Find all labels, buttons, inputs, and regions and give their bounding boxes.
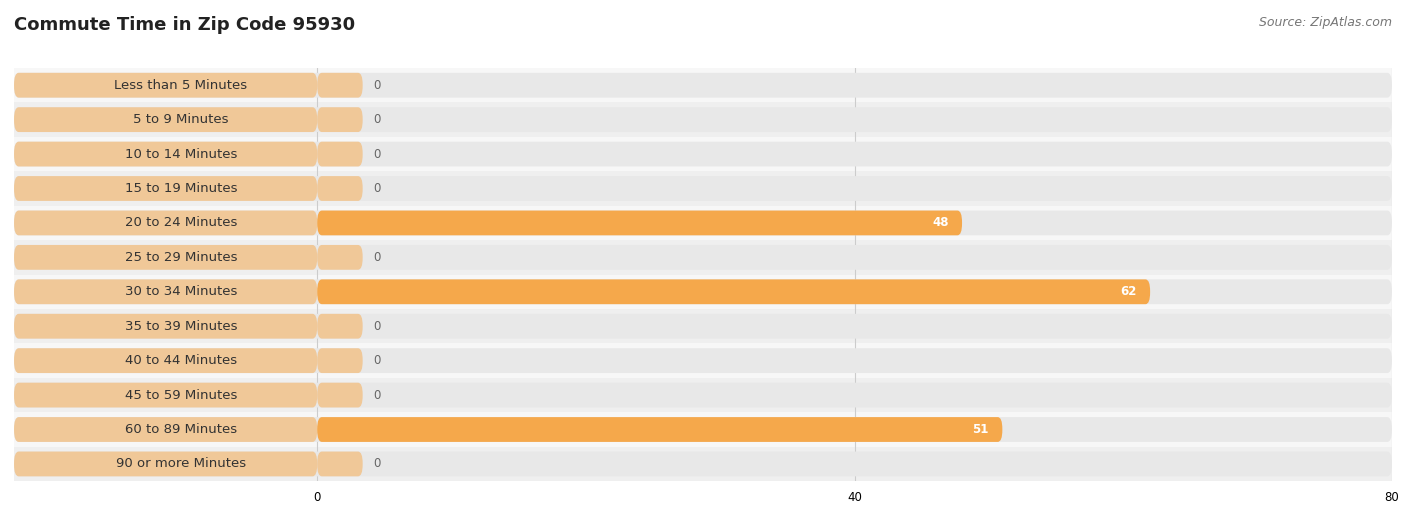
Bar: [14, 206, 1392, 240]
FancyBboxPatch shape: [14, 176, 318, 201]
FancyBboxPatch shape: [14, 451, 1392, 476]
Bar: [14, 137, 1392, 172]
Bar: [14, 344, 1392, 378]
Text: 35 to 39 Minutes: 35 to 39 Minutes: [125, 320, 238, 333]
Text: 0: 0: [374, 320, 381, 333]
Bar: [14, 240, 1392, 275]
Text: 0: 0: [374, 78, 381, 92]
FancyBboxPatch shape: [14, 142, 318, 166]
FancyBboxPatch shape: [318, 73, 363, 98]
Text: 40 to 44 Minutes: 40 to 44 Minutes: [125, 354, 236, 367]
Bar: [14, 412, 1392, 447]
Text: 20 to 24 Minutes: 20 to 24 Minutes: [125, 217, 238, 230]
FancyBboxPatch shape: [318, 211, 962, 235]
Text: 5 to 9 Minutes: 5 to 9 Minutes: [134, 113, 229, 126]
Bar: [14, 103, 1392, 137]
FancyBboxPatch shape: [14, 211, 318, 235]
FancyBboxPatch shape: [14, 107, 318, 132]
FancyBboxPatch shape: [318, 314, 363, 338]
FancyBboxPatch shape: [14, 211, 1392, 235]
FancyBboxPatch shape: [14, 314, 318, 338]
Text: 15 to 19 Minutes: 15 to 19 Minutes: [125, 182, 238, 195]
FancyBboxPatch shape: [14, 245, 1392, 270]
Text: 0: 0: [374, 354, 381, 367]
FancyBboxPatch shape: [318, 451, 363, 476]
Text: 10 to 14 Minutes: 10 to 14 Minutes: [125, 147, 238, 161]
Text: 90 or more Minutes: 90 or more Minutes: [115, 458, 246, 471]
Bar: [14, 309, 1392, 344]
FancyBboxPatch shape: [14, 176, 1392, 201]
Text: 0: 0: [374, 458, 381, 471]
Text: 0: 0: [374, 182, 381, 195]
FancyBboxPatch shape: [318, 142, 363, 166]
Text: 25 to 29 Minutes: 25 to 29 Minutes: [125, 251, 238, 264]
FancyBboxPatch shape: [14, 107, 1392, 132]
Text: 45 to 59 Minutes: 45 to 59 Minutes: [125, 389, 238, 402]
FancyBboxPatch shape: [318, 383, 363, 407]
Text: 0: 0: [374, 113, 381, 126]
FancyBboxPatch shape: [14, 348, 1392, 373]
FancyBboxPatch shape: [14, 279, 318, 304]
FancyBboxPatch shape: [318, 279, 1150, 304]
FancyBboxPatch shape: [14, 73, 318, 98]
Text: 0: 0: [374, 389, 381, 402]
FancyBboxPatch shape: [14, 383, 1392, 407]
Bar: [14, 275, 1392, 309]
Text: Less than 5 Minutes: Less than 5 Minutes: [114, 78, 247, 92]
Bar: [14, 68, 1392, 103]
FancyBboxPatch shape: [14, 245, 318, 270]
FancyBboxPatch shape: [14, 73, 1392, 98]
FancyBboxPatch shape: [14, 417, 318, 442]
FancyBboxPatch shape: [14, 314, 1392, 338]
Text: 60 to 89 Minutes: 60 to 89 Minutes: [125, 423, 236, 436]
FancyBboxPatch shape: [14, 142, 1392, 166]
Bar: [14, 172, 1392, 206]
FancyBboxPatch shape: [14, 279, 1392, 304]
FancyBboxPatch shape: [14, 451, 318, 476]
Bar: [14, 447, 1392, 481]
Text: 30 to 34 Minutes: 30 to 34 Minutes: [125, 285, 238, 298]
Text: 51: 51: [973, 423, 988, 436]
FancyBboxPatch shape: [318, 176, 363, 201]
Text: 62: 62: [1121, 285, 1136, 298]
Text: 0: 0: [374, 251, 381, 264]
FancyBboxPatch shape: [318, 348, 363, 373]
Text: Source: ZipAtlas.com: Source: ZipAtlas.com: [1258, 16, 1392, 29]
Text: 0: 0: [374, 147, 381, 161]
FancyBboxPatch shape: [14, 417, 1392, 442]
FancyBboxPatch shape: [318, 417, 1002, 442]
Text: Commute Time in Zip Code 95930: Commute Time in Zip Code 95930: [14, 16, 356, 33]
Bar: [14, 378, 1392, 412]
Text: 48: 48: [932, 217, 949, 230]
FancyBboxPatch shape: [318, 107, 363, 132]
FancyBboxPatch shape: [14, 383, 318, 407]
FancyBboxPatch shape: [14, 348, 318, 373]
FancyBboxPatch shape: [318, 245, 363, 270]
